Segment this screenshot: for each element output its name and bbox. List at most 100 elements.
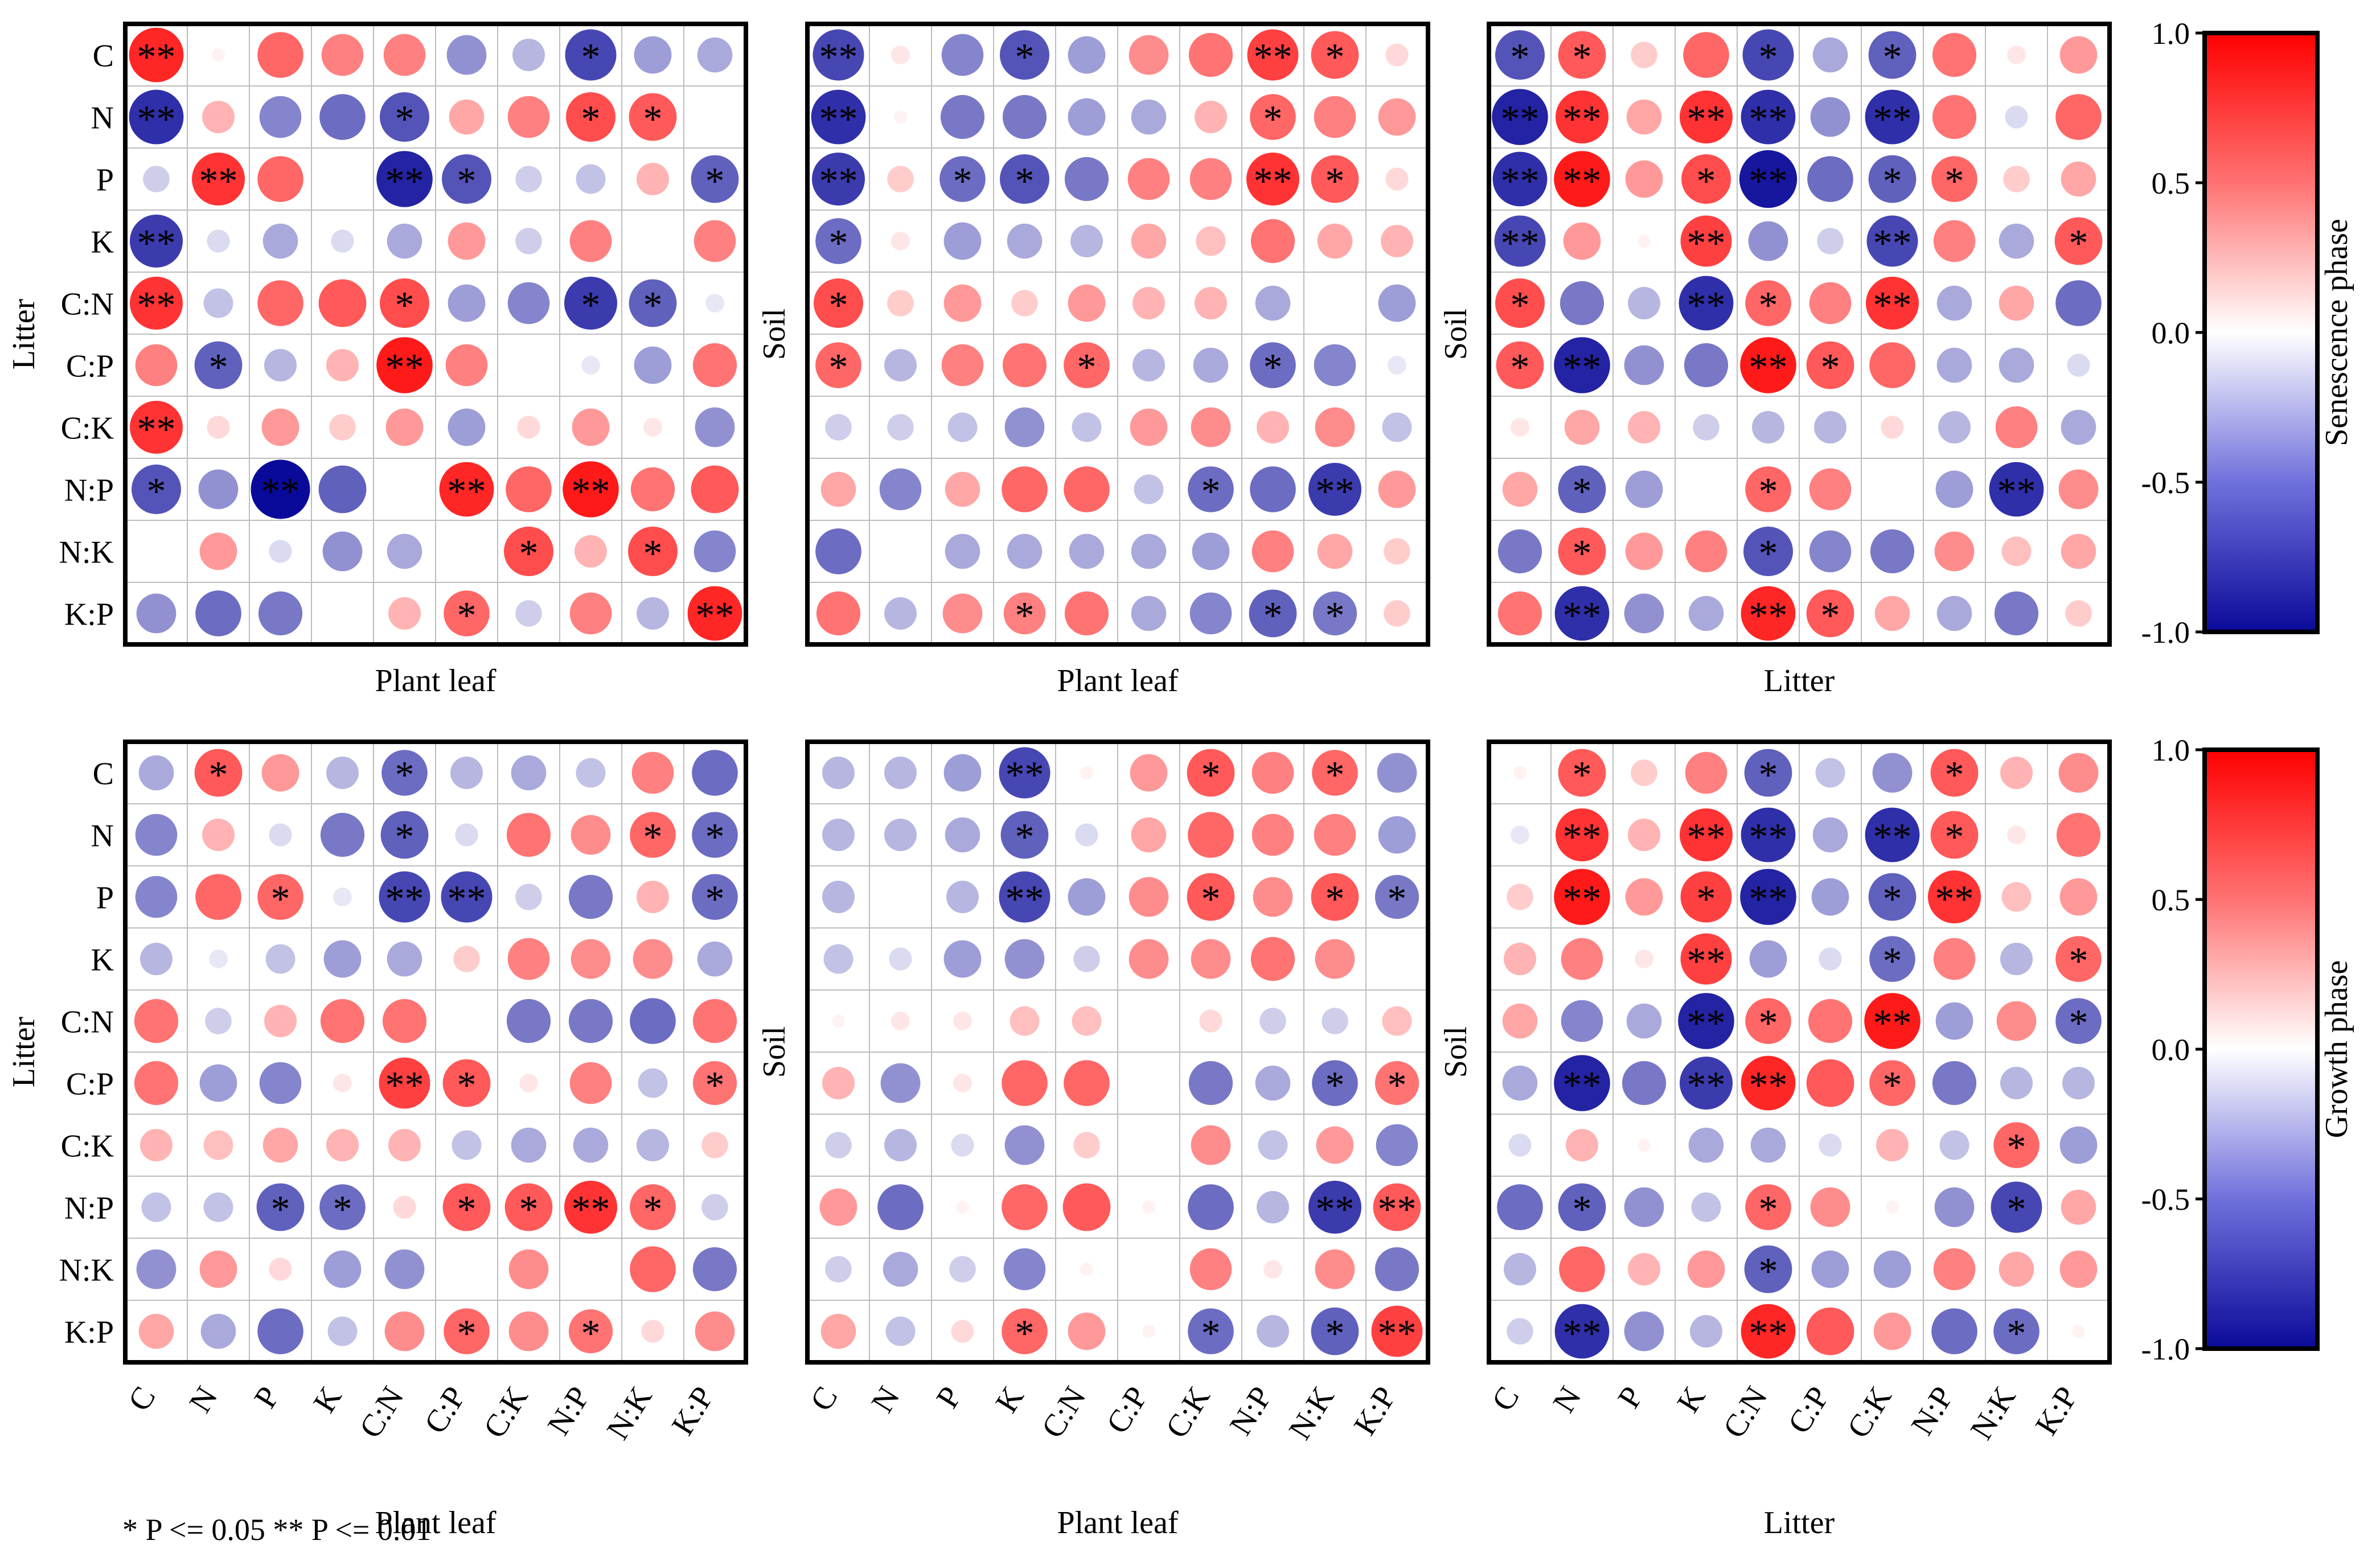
corr-circle [1628, 411, 1660, 443]
corr-circle [1631, 759, 1657, 786]
corr-circle [512, 39, 545, 71]
significance-mark: ** [385, 877, 424, 921]
corr-circle [1935, 470, 1973, 508]
colorbar-title: Growth phase [2319, 960, 2354, 1139]
corr-circle [692, 750, 738, 796]
significance-mark: ** [1501, 97, 1540, 141]
corr-circle [1693, 414, 1720, 441]
corr-circle [2055, 280, 2102, 326]
corr-circle [199, 1064, 237, 1102]
corr-circle [941, 34, 984, 76]
column-tick-label: C:N [1716, 1381, 1774, 1444]
corr-circle [1993, 1308, 2040, 1354]
significance-mark: * [1326, 35, 1345, 79]
corr-circle [1868, 31, 1917, 79]
corr-circle [453, 946, 480, 972]
row-tick-label: P [96, 881, 114, 916]
corr-circle [376, 337, 433, 393]
corr-circle [1679, 276, 1734, 331]
significance-mark: * [2007, 1312, 2026, 1355]
corr-circle [885, 1316, 916, 1346]
corr-circle [515, 166, 542, 192]
row-tick-label: K:P [64, 597, 114, 632]
corr-circle [318, 279, 367, 327]
corr-circle [2000, 757, 2033, 789]
corr-circle [879, 468, 922, 511]
significance-mark: * [1077, 346, 1097, 389]
corr-circle [1991, 1181, 2042, 1233]
corr-circle [692, 812, 738, 858]
corr-circle [1492, 89, 1548, 145]
corr-circle [891, 1012, 910, 1030]
significance-mark: * [2069, 939, 2088, 983]
corr-circle [1869, 342, 1915, 388]
significance-mark: * [581, 1312, 601, 1355]
corr-circle [1388, 356, 1406, 375]
row-tick-label: N:K [59, 1253, 114, 1288]
corr-circle [816, 591, 861, 636]
corr-circle [1625, 160, 1663, 198]
corr-circle [1007, 533, 1043, 569]
significance-mark: ** [819, 35, 858, 79]
corr-circle [203, 1130, 233, 1160]
corr-circle [641, 1320, 664, 1343]
significance-mark: ** [1997, 470, 2036, 513]
heatmap-panel-D: * ** * ** ** ** *** * ** * * * ** ** *CNPKC:NC:PC:KN:P… [6, 740, 748, 1541]
corr-circle [1007, 223, 1043, 259]
corr-circle [141, 1192, 171, 1222]
corr-circle [637, 881, 669, 913]
significance-mark: ** [448, 470, 486, 513]
significance-mark: * [395, 815, 415, 858]
significance-mark: ** [448, 877, 486, 921]
corr-circle [1064, 591, 1109, 636]
corr-circle [1810, 1187, 1850, 1227]
corr-circle [947, 412, 978, 442]
corr-circle [2000, 943, 2033, 975]
corr-circle [134, 1061, 179, 1106]
corr-circle [999, 747, 1051, 799]
corr-circle [694, 530, 736, 573]
corr-circle [695, 1311, 735, 1352]
corr-circle [565, 29, 617, 81]
corr-circle [2001, 536, 2032, 566]
y-axis-title: Litter [6, 298, 42, 369]
corr-circle [1382, 1006, 1412, 1036]
corr-circle [1740, 869, 1796, 925]
corr-circle [941, 344, 984, 387]
corr-circle [1131, 595, 1167, 631]
corr-circle [705, 294, 724, 313]
corr-circle [130, 215, 183, 268]
column-tick-label: K [307, 1381, 349, 1419]
corr-circle [815, 528, 861, 574]
row-tick-label: C:N [61, 1005, 114, 1040]
corr-circle [138, 755, 174, 791]
corr-circle [1939, 1130, 1969, 1160]
corr-circle [1384, 538, 1410, 565]
corr-circle [265, 944, 296, 974]
corr-circle [1869, 1060, 1915, 1106]
corr-circle [1131, 533, 1167, 569]
corr-circle [1257, 411, 1289, 443]
corr-circle [1251, 530, 1294, 573]
corr-circle [507, 96, 550, 138]
corr-circle [1558, 749, 1606, 797]
corr-circle [1311, 155, 1359, 203]
corr-circle [1002, 343, 1047, 388]
corr-circle [508, 1311, 549, 1352]
corr-circle [1680, 871, 1732, 923]
corr-circle [634, 36, 672, 74]
corr-circle [1554, 337, 1610, 393]
corr-circle [1745, 466, 1791, 512]
corr-circle [452, 1130, 482, 1160]
corr-circle [1744, 1245, 1792, 1293]
significance-mark: ** [1563, 1063, 1602, 1107]
significance-mark: ** [1316, 1188, 1355, 1231]
corr-circle [1806, 1059, 1854, 1107]
corr-circle [891, 232, 910, 250]
corr-circle [1745, 1184, 1791, 1230]
row-tick-label: C [93, 757, 114, 792]
corr-circle [813, 29, 864, 81]
corr-circle [2054, 217, 2103, 265]
significance-mark: * [643, 532, 663, 575]
corr-circle [1685, 530, 1727, 573]
